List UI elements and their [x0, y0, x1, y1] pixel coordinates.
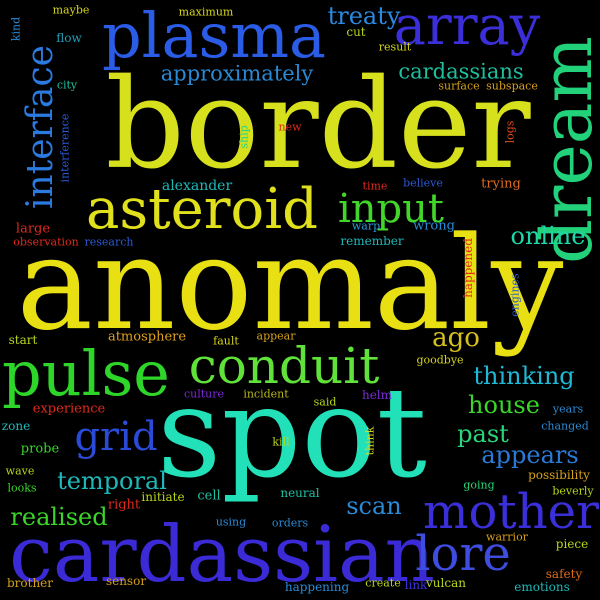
word-kind: kind [9, 16, 23, 42]
word-input: input [338, 186, 444, 232]
word-large: large [15, 221, 51, 237]
word-safety: safety [545, 567, 583, 581]
word-happening: happening [284, 580, 350, 594]
word-alexander: alexander [161, 178, 233, 194]
word-time: time [362, 179, 388, 193]
word-result: result [378, 40, 412, 54]
word-temporal: temporal [57, 467, 167, 495]
word-possibility: possibility [528, 468, 590, 482]
word-observation: observation [13, 235, 79, 249]
word-helm: helm [361, 388, 393, 402]
word-lore: lore [415, 526, 511, 582]
word-kill: kill [272, 435, 290, 449]
word-logs: logs [503, 120, 517, 144]
word-cardassian: cardassian [9, 510, 435, 600]
word-initiate: initiate [141, 490, 185, 504]
word-online: online [510, 222, 586, 250]
word-cell: cell [197, 488, 221, 504]
word-interference: interference [58, 113, 72, 183]
word-pulse: pulse [2, 337, 170, 410]
word-cardassians: cardassians [398, 59, 524, 84]
word-vulcan: vulcan [426, 576, 466, 590]
word-happened: happened [461, 238, 475, 298]
word-experience: experience [32, 401, 106, 417]
word-mother: mother [423, 484, 599, 540]
word-border: border [105, 53, 531, 197]
word-neural: neural [280, 486, 320, 500]
word-thinking: thinking [473, 362, 575, 390]
word-subspace: subspace [486, 79, 538, 93]
word-right: right [107, 497, 141, 513]
word-warrior: warrior [486, 530, 528, 544]
word-fault: fault [213, 334, 239, 348]
word-zone: zone [1, 419, 31, 433]
word-maybe: maybe [52, 3, 90, 17]
word-plasma: plasma [101, 0, 327, 72]
word-probe: probe [20, 441, 60, 457]
word-appear: appear [256, 329, 296, 343]
word-piece: piece [555, 537, 589, 551]
word-approximately: approximately [160, 61, 314, 86]
word-treaty: treaty [327, 2, 401, 30]
word-brother: brother [6, 576, 54, 590]
word-scan: scan [346, 492, 402, 520]
word-cut: cut [346, 25, 366, 39]
word-research: research [84, 235, 134, 249]
word-wrong: wrong [413, 218, 455, 234]
word-warp: warp [351, 219, 381, 233]
word-maximum: maximum [178, 5, 234, 19]
word-ago: ago [432, 323, 480, 353]
word-past: past [457, 420, 509, 448]
word-new: new [278, 120, 302, 134]
word-incident: incident [243, 387, 289, 401]
word-atmosphere: atmosphere [107, 329, 187, 345]
word-looks: looks [7, 481, 37, 495]
word-flow: flow [56, 31, 82, 45]
word-think: think [363, 426, 377, 456]
word-going: going [463, 478, 495, 492]
word-sensor: sensor [105, 574, 147, 588]
word-realised: realised [10, 503, 108, 531]
word-appears: appears [481, 441, 579, 469]
word-goodbye: goodbye [416, 353, 464, 367]
word-trying: trying [481, 176, 521, 192]
word-array: array [393, 0, 541, 57]
word-remember: remember [340, 234, 404, 248]
word-said: said [313, 395, 337, 409]
word-anomaly: anomaly [16, 210, 564, 359]
word-start: start [8, 333, 38, 347]
word-changed: changed [541, 419, 589, 433]
word-surface: surface [438, 79, 480, 93]
word-conduit: conduit [188, 337, 380, 395]
word-years: years [552, 402, 584, 416]
word-engines: engines [508, 273, 522, 317]
word-city: city [56, 78, 78, 92]
word-house: house [468, 391, 540, 419]
word-spot: spot [157, 360, 427, 506]
word-believe: believe [403, 176, 443, 190]
word-culture: culture [183, 387, 225, 401]
word-grid: grid [74, 414, 158, 460]
word-link: link [404, 578, 428, 592]
word-create: create [365, 576, 401, 590]
word-using: using [215, 515, 247, 529]
word-interface: interface [20, 45, 61, 209]
word-beverly: beverly [552, 484, 594, 498]
word-wave: wave [5, 464, 35, 478]
word-ship: ship [237, 125, 251, 149]
word-orders: orders [271, 516, 309, 530]
word-emotions: emotions [514, 580, 570, 594]
word-asteroid: asteroid [85, 177, 319, 242]
